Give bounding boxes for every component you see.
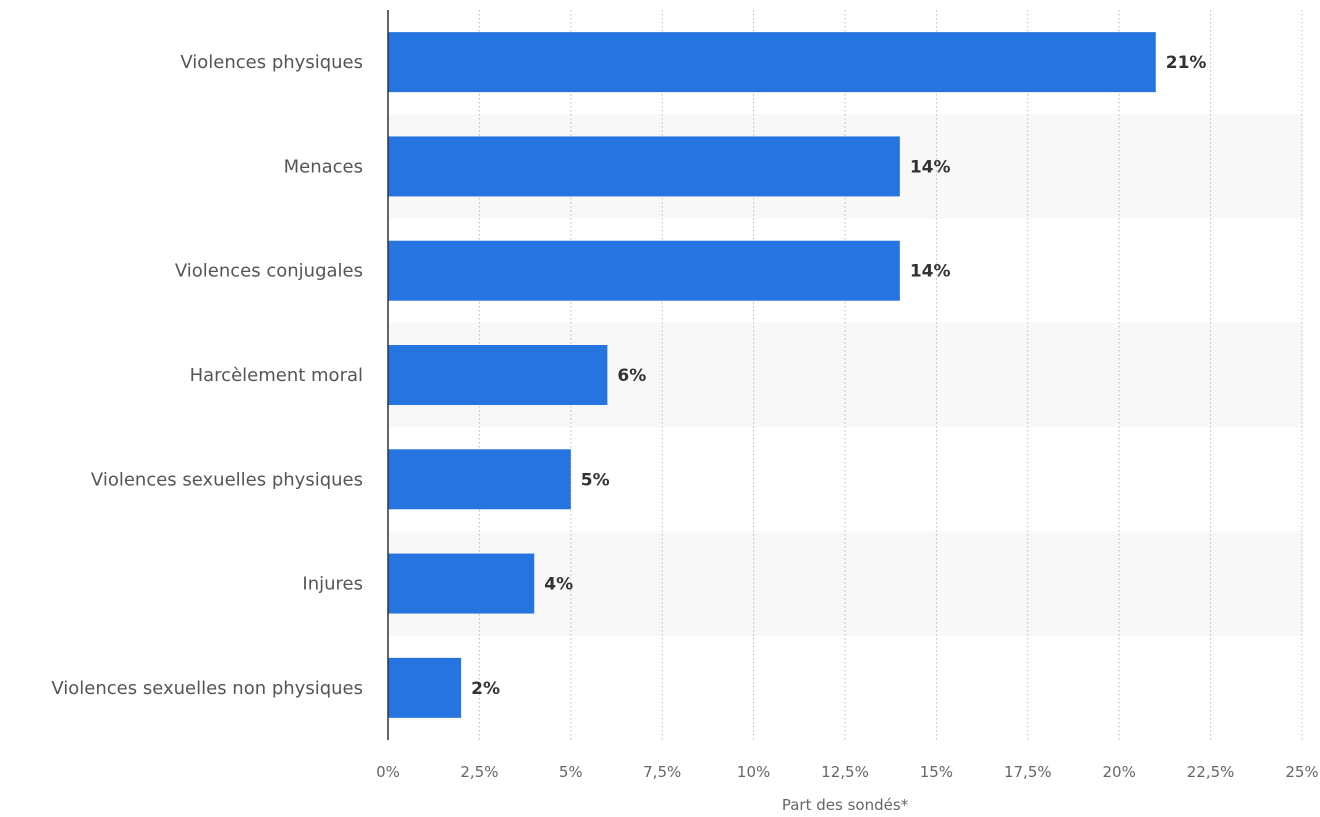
x-tick-label: 12,5% [821, 763, 869, 781]
bar[interactable] [388, 32, 1156, 93]
x-tick-label: 7,5% [643, 763, 681, 781]
bar[interactable] [388, 345, 608, 405]
bar[interactable] [388, 240, 900, 301]
category-labels: Violences physiques Menaces Violences conj… [51, 52, 363, 699]
data-label: 2% [471, 679, 500, 699]
value-labels: 21% 14% 14% 6% 5% 4% 2% [471, 53, 1206, 699]
bar[interactable] [388, 657, 462, 718]
bar[interactable] [388, 553, 535, 614]
x-tick-label: 25% [1285, 763, 1318, 781]
category-label: Violences sexuelles physiques [91, 469, 363, 490]
data-label: 14% [910, 157, 951, 177]
category-label: Violences conjugales [175, 261, 363, 282]
category-label: Harcèlement moral [190, 365, 363, 386]
category-label: Violences physiques [180, 52, 363, 73]
x-axis-title: Part des sondés* [782, 796, 909, 814]
x-tick-label: 17,5% [1004, 763, 1052, 781]
data-label: 14% [910, 262, 951, 282]
data-label: 21% [1166, 53, 1207, 73]
x-tick-label: 5% [559, 763, 583, 781]
data-label: 4% [544, 575, 573, 595]
x-tick-label: 20% [1103, 763, 1136, 781]
category-label: Violences sexuelles non physiques [51, 678, 363, 699]
category-label: Injures [302, 574, 363, 595]
x-tick-label: 15% [920, 763, 953, 781]
x-tick-labels: 0% 2,5% 5% 7,5% 10% 12,5% 15% 17,5% 20% 22,5% 25% [376, 763, 1319, 781]
x-tick-label: 10% [737, 763, 770, 781]
x-tick-label: 0% [376, 763, 400, 781]
category-label: Menaces [284, 156, 363, 177]
bar[interactable] [388, 136, 900, 197]
data-label: 6% [617, 366, 646, 386]
data-label: 5% [581, 470, 610, 490]
x-tick-label: 2,5% [460, 763, 498, 781]
x-tick-label: 22,5% [1187, 763, 1235, 781]
bars [388, 32, 1156, 718]
bar[interactable] [388, 449, 571, 510]
